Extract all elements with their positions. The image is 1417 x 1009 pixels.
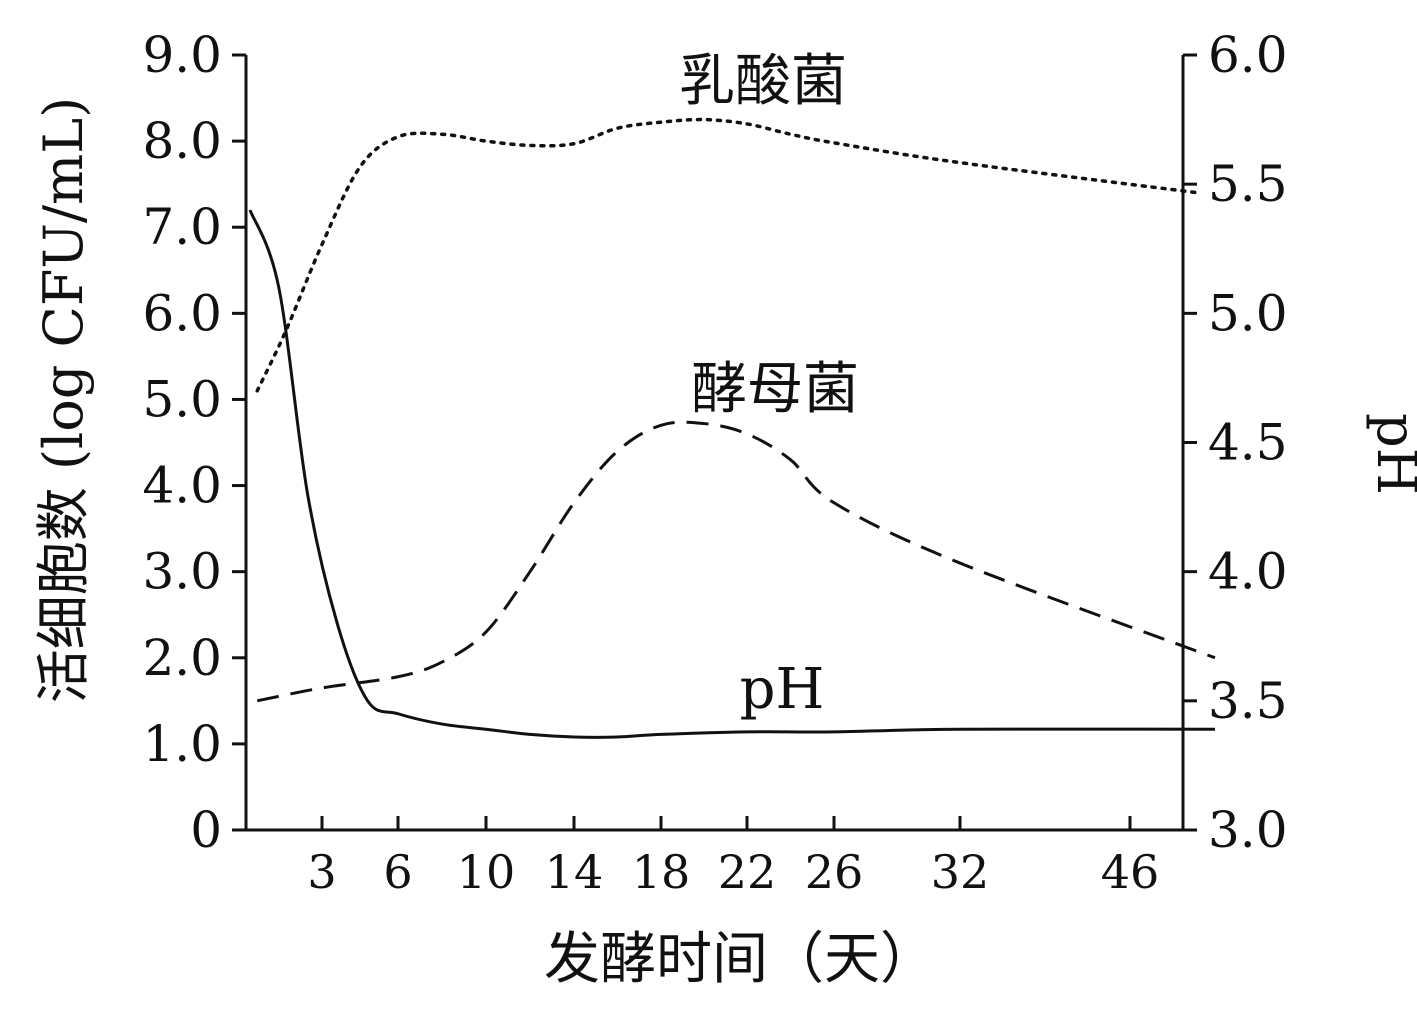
series-line-ph	[248, 209, 1216, 739]
y-tick-label: 7.0	[142, 198, 222, 256]
y-tick-label: 4.0	[142, 457, 222, 515]
y2-axis-title: pH	[1365, 413, 1417, 495]
axes	[244, 55, 1185, 832]
series-label-ph: pH	[740, 657, 825, 722]
y-tick-label: 3.0	[142, 543, 222, 601]
y2-tick-label: 4.0	[1208, 543, 1288, 601]
series-label-lactic: 乳酸菌	[679, 49, 847, 114]
y-tick-label: 8.0	[142, 112, 222, 170]
y2-tick-label: 3.5	[1208, 672, 1288, 730]
series-label-yeast: 酵母菌	[691, 357, 859, 422]
ticks: 0 1.0 2.0 3.0 4.0 5.0 6.0 7.0 8.0 9.0 3.0 3.5 4.0 4.5…	[142, 26, 1287, 899]
x-tick-label: 14	[545, 845, 604, 899]
x-tick-label: 10	[457, 845, 516, 899]
y2-tick-label: 3.0	[1208, 801, 1288, 859]
x-tick-label: 32	[931, 845, 990, 899]
y-tick-label: 2.0	[142, 629, 222, 687]
x-tick-label: 46	[1101, 845, 1160, 899]
series-line-lactic	[255, 117, 1200, 393]
y-tick-label: 1.0	[142, 715, 222, 773]
x-tick-label: 18	[632, 845, 691, 899]
series-line-yeast	[256, 420, 1216, 703]
y2-tick-label: 5.5	[1208, 155, 1288, 213]
y-tick-label: 6.0	[142, 284, 222, 342]
x-axis-title: 发酵时间（天）	[544, 927, 936, 992]
y-tick-label: 5.0	[142, 370, 222, 428]
x-tick-label: 22	[718, 845, 777, 899]
x-tick-label: 26	[805, 845, 864, 899]
y2-tick-label: 6.0	[1208, 26, 1288, 84]
y2-tick-label: 5.0	[1208, 284, 1288, 342]
x-tick-label: 6	[383, 845, 412, 899]
y-tick-label: 0	[190, 801, 222, 859]
x-tick-label: 3	[307, 845, 336, 899]
y-axis-title: 活细胞数 (log CFU/mL)	[32, 97, 95, 703]
y2-tick-label: 4.5	[1208, 414, 1288, 472]
y-tick-label: 9.0	[142, 26, 222, 84]
series-lines	[248, 117, 1216, 739]
